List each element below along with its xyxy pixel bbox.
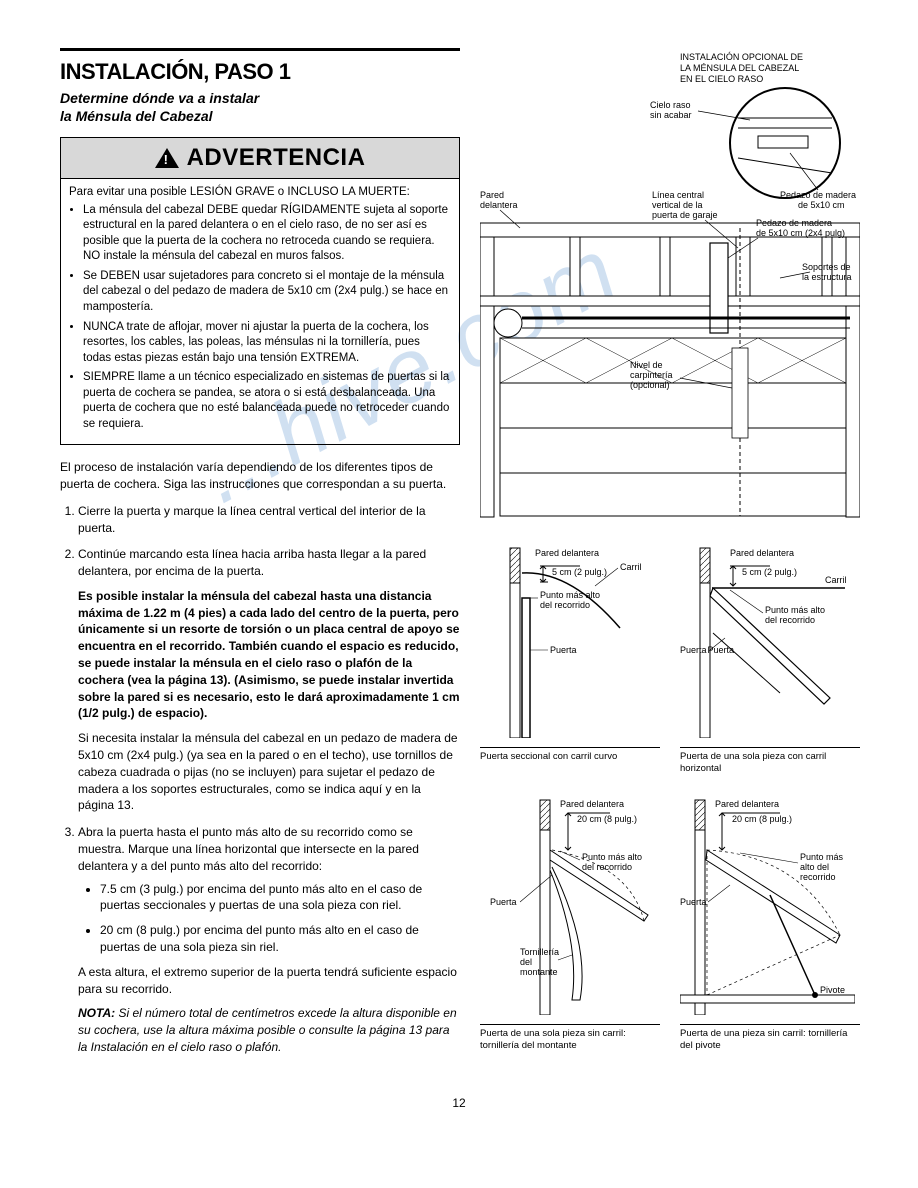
step-2-lead: Continúe marcando esta línea hacia arrib… xyxy=(78,547,426,578)
step-3-lead: Abra la puerta hasta el punto más alto d… xyxy=(78,825,419,873)
svg-text:Punto más alto: Punto más alto xyxy=(765,605,825,615)
svg-text:Carril: Carril xyxy=(620,562,642,572)
diagram-d1: Pared delantera 5 cm (2 pulg.) Carril Pu… xyxy=(480,538,660,775)
right-column: INSTALACIÓN OPCIONAL DE LA MÉNSULA DEL C… xyxy=(480,48,860,1066)
page-subtitle: Determine dónde va a instalarla Ménsula … xyxy=(60,89,460,125)
svg-text:EN EL CIELO RASO: EN EL CIELO RASO xyxy=(680,74,763,84)
svg-text:20 cm (8 pulg.): 20 cm (8 pulg.) xyxy=(577,814,637,824)
svg-text:Cielo raso: Cielo raso xyxy=(650,100,691,110)
svg-text:Tornillería: Tornillería xyxy=(520,947,559,957)
step-1: Cierre la puerta y marque la línea centr… xyxy=(78,503,460,537)
svg-text:Puerta: Puerta xyxy=(680,645,707,655)
warning-body: Para evitar una posible LESIÓN GRAVE o I… xyxy=(61,179,459,444)
svg-text:de 5x10 cm (2x4 pulg): de 5x10 cm (2x4 pulg) xyxy=(756,228,845,238)
svg-text:de 5x10 cm: de 5x10 cm xyxy=(798,200,845,210)
svg-text:sin acabar: sin acabar xyxy=(650,110,692,120)
warning-header: ADVERTENCIA xyxy=(61,138,459,179)
step-3-bullet: 7.5 cm (3 pulg.) por encima del punto má… xyxy=(100,881,460,915)
diagram-d2: Pared delantera 5 cm (2 pulg.) Carril Pu… xyxy=(680,538,860,775)
warning-icon xyxy=(155,148,179,168)
svg-text:del: del xyxy=(520,957,532,967)
step-2-after: Si necesita instalar la ménsula del cabe… xyxy=(78,730,460,814)
nota-label: NOTA: xyxy=(78,1006,115,1020)
warning-bullet: SIEMPRE llame a un técnico especializado… xyxy=(83,370,451,432)
svg-text:20 cm (8 pulg.): 20 cm (8 pulg.) xyxy=(732,814,792,824)
svg-text:vertical de la: vertical de la xyxy=(652,200,703,210)
svg-text:Punto más: Punto más xyxy=(800,852,844,862)
svg-text:INSTALACIÓN OPCIONAL DE: INSTALACIÓN OPCIONAL DE xyxy=(680,52,803,62)
svg-text:Puerta: Puerta xyxy=(550,645,577,655)
svg-text:Punto más alto: Punto más alto xyxy=(540,590,600,600)
svg-text:Soportes de: Soportes de xyxy=(802,262,851,272)
svg-text:Carril: Carril xyxy=(825,575,847,585)
svg-text:Pedazo de madera: Pedazo de madera xyxy=(780,190,856,200)
page-content: INSTALACIÓN, PASO 1 Determine dónde va a… xyxy=(60,48,858,1110)
nota: NOTA: Si el número total de centímetros … xyxy=(78,1005,460,1055)
diagram-row-1: Pared delantera 5 cm (2 pulg.) Carril Pu… xyxy=(480,538,860,775)
svg-text:Pared delantera: Pared delantera xyxy=(535,548,599,558)
svg-text:Puerta: Puerta xyxy=(490,897,517,907)
svg-text:del recorrido: del recorrido xyxy=(765,615,815,625)
diagram-d4: Pared delantera 20 cm (8 pulg.) Punto má… xyxy=(680,795,860,1052)
diagram-caption: Puerta de una pieza sin carril: tornille… xyxy=(680,1024,860,1052)
warning-bullet: NUNCA trate de aflojar, mover ni ajustar… xyxy=(83,320,451,367)
svg-text:la estructura: la estructura xyxy=(802,272,852,282)
svg-text:puerta de garaje: puerta de garaje xyxy=(652,210,718,220)
page-number: 12 xyxy=(60,1096,858,1110)
main-diagram: INSTALACIÓN OPCIONAL DE LA MÉNSULA DEL C… xyxy=(480,48,860,518)
svg-text:alto del: alto del xyxy=(800,862,829,872)
svg-text:Nivel de: Nivel de xyxy=(630,360,663,370)
svg-text:Línea central: Línea central xyxy=(652,190,704,200)
svg-text:(opcional): (opcional) xyxy=(630,380,670,390)
svg-text:Pivote: Pivote xyxy=(820,985,845,995)
svg-text:Pared delantera: Pared delantera xyxy=(560,799,624,809)
warning-bullet: Se DEBEN usar sujetadores para concreto … xyxy=(83,269,451,316)
svg-text:Pared delantera: Pared delantera xyxy=(730,548,794,558)
diagram-d3: Pared delantera 20 cm (8 pulg.) Punto má… xyxy=(480,795,660,1052)
step-3-bullet: 20 cm (8 pulg.) por encima del punto más… xyxy=(100,922,460,956)
svg-text:Pared delantera: Pared delantera xyxy=(715,799,779,809)
svg-text:carpintería: carpintería xyxy=(630,370,673,380)
svg-text:recorrido: recorrido xyxy=(800,872,836,882)
step-2: Continúe marcando esta línea hacia arrib… xyxy=(78,546,460,814)
warning-intro: Para evitar una posible LESIÓN GRAVE o I… xyxy=(69,185,451,201)
nota-text: Si el número total de centímetros excede… xyxy=(78,1006,457,1054)
svg-text:5 cm (2 pulg.): 5 cm (2 pulg.) xyxy=(742,567,797,577)
svg-text:Puerta: Puerta xyxy=(707,645,734,655)
left-column: INSTALACIÓN, PASO 1 Determine dónde va a… xyxy=(60,48,460,1066)
svg-text:delantera: delantera xyxy=(480,200,518,210)
svg-text:del recorrido: del recorrido xyxy=(582,862,632,872)
svg-text:Pared: Pared xyxy=(480,190,504,200)
step-2-bold: Es posible instalar la ménsula del cabez… xyxy=(78,588,460,722)
svg-text:Pedazo de madera: Pedazo de madera xyxy=(756,218,832,228)
svg-text:montante: montante xyxy=(520,967,558,977)
warning-box: ADVERTENCIA Para evitar una posible LESI… xyxy=(60,137,460,445)
warning-title: ADVERTENCIA xyxy=(187,144,366,172)
diagram-caption: Puerta de una sola pieza sin carril: tor… xyxy=(480,1024,660,1052)
step-3: Abra la puerta hasta el punto más alto d… xyxy=(78,824,460,1056)
step-3-after: A esta altura, el extremo superior de la… xyxy=(78,964,460,998)
warning-bullet: La ménsula del cabezal DEBE quedar RÍGID… xyxy=(83,203,451,265)
svg-text:del recorrido: del recorrido xyxy=(540,600,590,610)
diagram-caption: Puerta seccional con carril curvo xyxy=(480,747,660,763)
intro-paragraph: El proceso de instalación varía dependie… xyxy=(60,459,460,493)
page-title: INSTALACIÓN, PASO 1 xyxy=(60,59,460,85)
svg-text:5 cm (2 pulg.): 5 cm (2 pulg.) xyxy=(552,567,607,577)
svg-text:LA MÉNSULA DEL CABEZAL: LA MÉNSULA DEL CABEZAL xyxy=(680,63,799,73)
diagram-row-2: Pared delantera 20 cm (8 pulg.) Punto má… xyxy=(480,795,860,1052)
diagram-caption: Puerta de una sola pieza con carril hori… xyxy=(680,747,860,775)
svg-text:Punto más alto: Punto más alto xyxy=(582,852,642,862)
svg-text:Puerta: Puerta xyxy=(680,897,707,907)
steps-list: Cierre la puerta y marque la línea centr… xyxy=(60,503,460,1056)
